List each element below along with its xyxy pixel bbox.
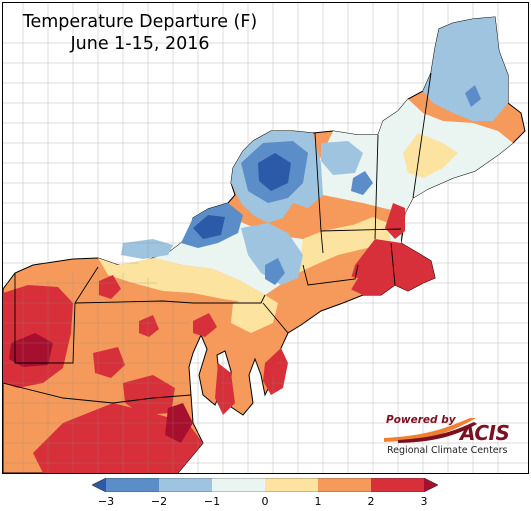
map-title: Temperature Departure (F)	[22, 12, 258, 32]
zone-warm-pa-spot-3	[193, 313, 217, 337]
legend-swatch	[318, 478, 372, 492]
logo-org: Regional Climate Centers	[387, 445, 508, 456]
zone-cold-vt	[321, 141, 363, 175]
legend-tick-label: 2	[367, 495, 375, 508]
state-boundaries	[3, 72, 432, 404]
legend-swatch	[159, 478, 213, 492]
zone-yellow-3	[403, 133, 458, 178]
legend-arrow-high	[424, 478, 438, 492]
map-frame	[2, 2, 529, 474]
zone-warm-pa-spot-2	[139, 315, 159, 337]
zone-yellow-4	[231, 295, 278, 333]
legend-tick-label: 3	[420, 495, 428, 508]
zone-cold-west-core	[193, 215, 225, 239]
zone-warm-wv	[93, 347, 125, 378]
acis-logo: Powered by ACIS Regional Climate Centers	[378, 412, 518, 462]
legend-arrow-low	[92, 478, 106, 492]
legend-swatch	[106, 478, 160, 492]
zone-warm-south-1	[33, 403, 203, 473]
zone-cold-pa-strip	[121, 239, 173, 259]
legend-colorbar	[92, 478, 438, 492]
zone-cold-ri	[351, 171, 373, 195]
zone-yellow-2	[298, 217, 391, 273]
legend-swatch	[371, 478, 425, 492]
zone-cold-central-2	[265, 258, 285, 285]
zone-warm-coast	[348, 239, 435, 295]
zone-warm-de	[215, 363, 235, 415]
legend-tick-label: −1	[203, 495, 221, 508]
zone-warm-south-2	[123, 375, 175, 415]
zone-warm-coast-2	[385, 203, 405, 239]
zone-cold-maine	[423, 17, 508, 121]
temperature-departure-map	[3, 3, 528, 473]
legend-swatch	[265, 478, 319, 492]
temperature-field	[3, 16, 526, 473]
logo-acis: ACIS	[460, 421, 510, 445]
zone-yellow-1	[98, 258, 265, 303]
legend-tick-label: 0	[261, 495, 269, 508]
legend-tick-label: 1	[314, 495, 322, 508]
legend-tick-label: −2	[150, 495, 168, 508]
logo-powered-by: Powered by	[386, 414, 456, 426]
acis-swoosh-icon	[384, 418, 477, 443]
zone-cold-maine-2	[465, 85, 481, 107]
zone-warm-west-core	[9, 333, 53, 367]
map-subtitle: June 1-15, 2016	[70, 34, 210, 54]
zone-warm-nj	[263, 348, 288, 395]
legend-tick-label: −3	[97, 495, 115, 508]
legend-swatch	[212, 478, 266, 492]
zone-warm-pa-spot	[99, 275, 121, 299]
zone-cold-central	[241, 223, 303, 285]
zone-cold-core	[258, 153, 291, 191]
